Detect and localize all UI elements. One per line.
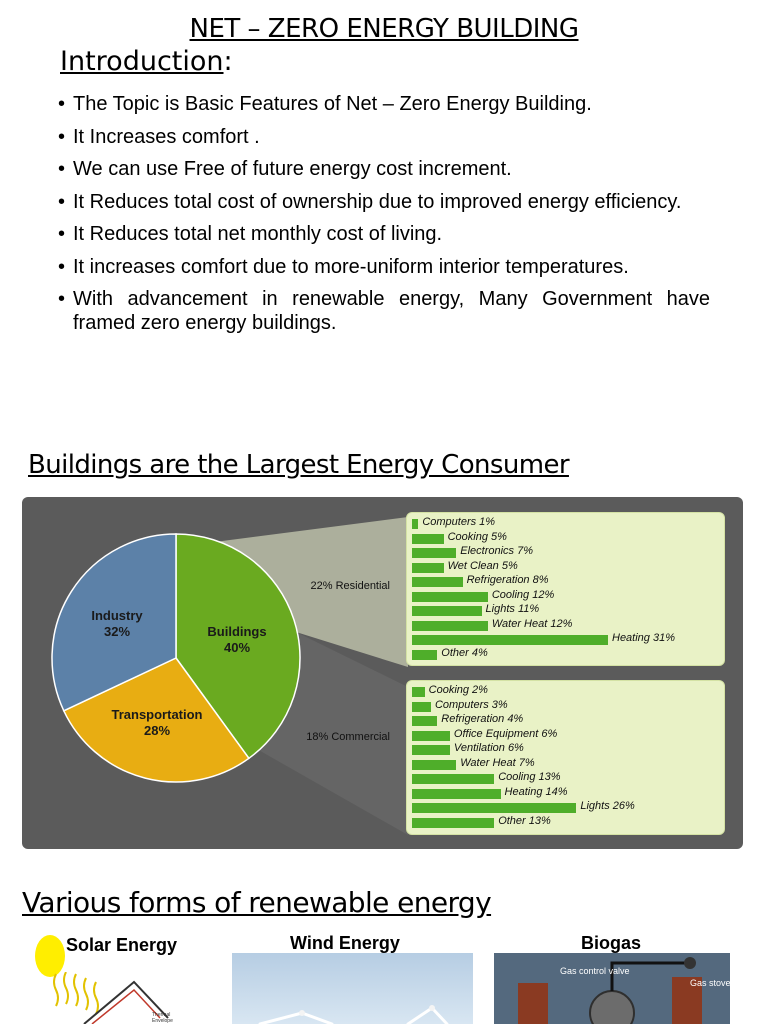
residential-bar — [412, 519, 419, 529]
pie-label-industry-value: 32% — [103, 624, 131, 639]
commercial-bar — [412, 774, 495, 784]
introduction-heading-colon: : — [223, 46, 233, 77]
commercial-breakdown-box: Cooking 2% Computers 3% Refrigeration 4% Of… — [406, 680, 725, 835]
solar-image-text-envelope: Envelope — [152, 1018, 173, 1024]
pie-label-industry-name: Industry — [91, 608, 143, 623]
pie-slice-industry — [51, 533, 177, 712]
commercial-bar-label: Computers 3% — [434, 698, 508, 711]
commercial-bar — [412, 701, 431, 712]
pie-slice-transportation — [62, 657, 250, 783]
bullet-item: It Reduces total net monthly cost of liv… — [58, 222, 710, 246]
solar-house-illustration: Thermal Envelope — [53, 972, 173, 1024]
pie-label-transportation: Transportation 28% — [100, 707, 214, 739]
commercial-bar — [412, 745, 450, 755]
biogas-plant-illustration: Gas control valve Gas stove — [518, 957, 730, 1024]
renewable-forms-heading: Various forms of renewable energy — [22, 886, 492, 919]
biogas-plant-photo: Gas control valve Gas stove — [494, 953, 730, 1024]
bullet-item: It Reduces total cost of ownership due t… — [58, 190, 710, 214]
residential-bar — [412, 577, 463, 587]
commercial-bar-label: Water Heat 7% — [460, 756, 535, 769]
commercial-bar — [412, 759, 457, 770]
wind-energy-label: Wind Energy — [290, 933, 400, 953]
solar-energy-label: Solar Energy — [66, 935, 178, 955]
biogas-image-text-valve: Gas control valve — [560, 966, 630, 976]
commercial-bar — [412, 716, 438, 726]
pie-label-buildings-name: Buildings — [207, 624, 267, 639]
residential-bar — [412, 548, 457, 558]
commercial-bar-label: Refrigeration 4% — [441, 713, 524, 725]
residential-bar-label: Other 4% — [441, 646, 488, 659]
commercial-bar-label: Heating 14% — [504, 785, 568, 798]
commercial-bar-label: Other 13% — [498, 814, 551, 827]
residential-bar-label: Heating 31% — [612, 632, 675, 644]
residential-bar — [412, 591, 488, 602]
commercial-bar — [412, 730, 450, 741]
residential-breakdown-box: Computers 1% Cooking 5% Electronics 7% Wet … — [406, 512, 725, 666]
pie-label-transportation-value: 28% — [143, 723, 171, 738]
wind-turbine-photo — [232, 953, 473, 1024]
pie-label-buildings: Buildings 40% — [198, 624, 276, 656]
residential-bar — [412, 649, 438, 660]
residential-bar-label: Electronics 7% — [460, 545, 534, 557]
residential-bar — [412, 562, 444, 573]
introduction-heading-text: Introduction — [60, 46, 224, 77]
energy-consumer-heading: Buildings are the Largest Energy Consume… — [28, 450, 570, 480]
bullet-item: It Increases comfort . — [58, 125, 710, 149]
residential-bar — [412, 533, 444, 544]
bullet-item: With advancement in renewable energy, Ma… — [58, 287, 710, 335]
residential-bar-label: Refrigeration 8% — [466, 574, 549, 586]
commercial-bar — [412, 803, 577, 813]
introduction-bullet-list: The Topic is Basic Features of Net – Zer… — [58, 92, 710, 344]
bullet-item: We can use Free of future energy cost in… — [58, 157, 710, 181]
pie-chart-svg — [51, 517, 408, 835]
biogas-label: Biogas — [581, 933, 642, 953]
residential-bar-label: Cooking 5% — [447, 530, 507, 543]
pie-label-transportation-name: Transportation — [111, 707, 203, 722]
residential-bar-label: Water Heat 12% — [491, 617, 573, 630]
commercial-bar-label: Office Equipment 6% — [453, 727, 558, 740]
residential-bar-label: Wet Clean 5% — [447, 559, 518, 572]
biogas-image-text-stove: Gas stove — [690, 978, 730, 988]
solar-image-text-thermal: Thermal — [152, 1012, 170, 1018]
residential-bar — [412, 620, 488, 631]
commercial-bar-label: Lights 26% — [580, 800, 635, 812]
commercial-sector-label: 18% Commercial — [306, 731, 390, 743]
commercial-bar-label: Cooling 13% — [498, 771, 561, 783]
pie-label-buildings-value: 40% — [223, 640, 251, 655]
commercial-bar — [412, 817, 495, 828]
commercial-bar-label: Cooking 2% — [428, 684, 488, 696]
page-title: NET – ZERO ENERGY BUILDING — [189, 14, 580, 44]
bullet-item: It increases comfort due to more-uniform… — [58, 255, 710, 279]
residential-bar — [412, 635, 608, 645]
sun-icon — [35, 935, 65, 977]
residential-bar — [412, 606, 482, 616]
commercial-bar — [412, 788, 501, 799]
wind-turbine-illustration — [258, 1005, 449, 1024]
pie-label-industry: Industry 32% — [82, 608, 152, 640]
residential-bar-label: Cooling 12% — [491, 588, 555, 601]
commercial-bar-label: Ventilation 6% — [453, 742, 524, 754]
pie-slice-buildings — [175, 533, 301, 760]
residential-sector-label: 22% Residential — [310, 580, 391, 592]
commercial-bar — [412, 687, 425, 697]
residential-bar-label: Lights 11% — [485, 603, 540, 615]
residential-bar-label: Computers 1% — [422, 516, 496, 528]
energy-consumption-chart: Computers 1% Cooking 5% Electronics 7% Wet … — [22, 497, 743, 849]
bullet-item: The Topic is Basic Features of Net – Zer… — [58, 92, 710, 116]
introduction-heading: Introduction: — [60, 46, 233, 77]
